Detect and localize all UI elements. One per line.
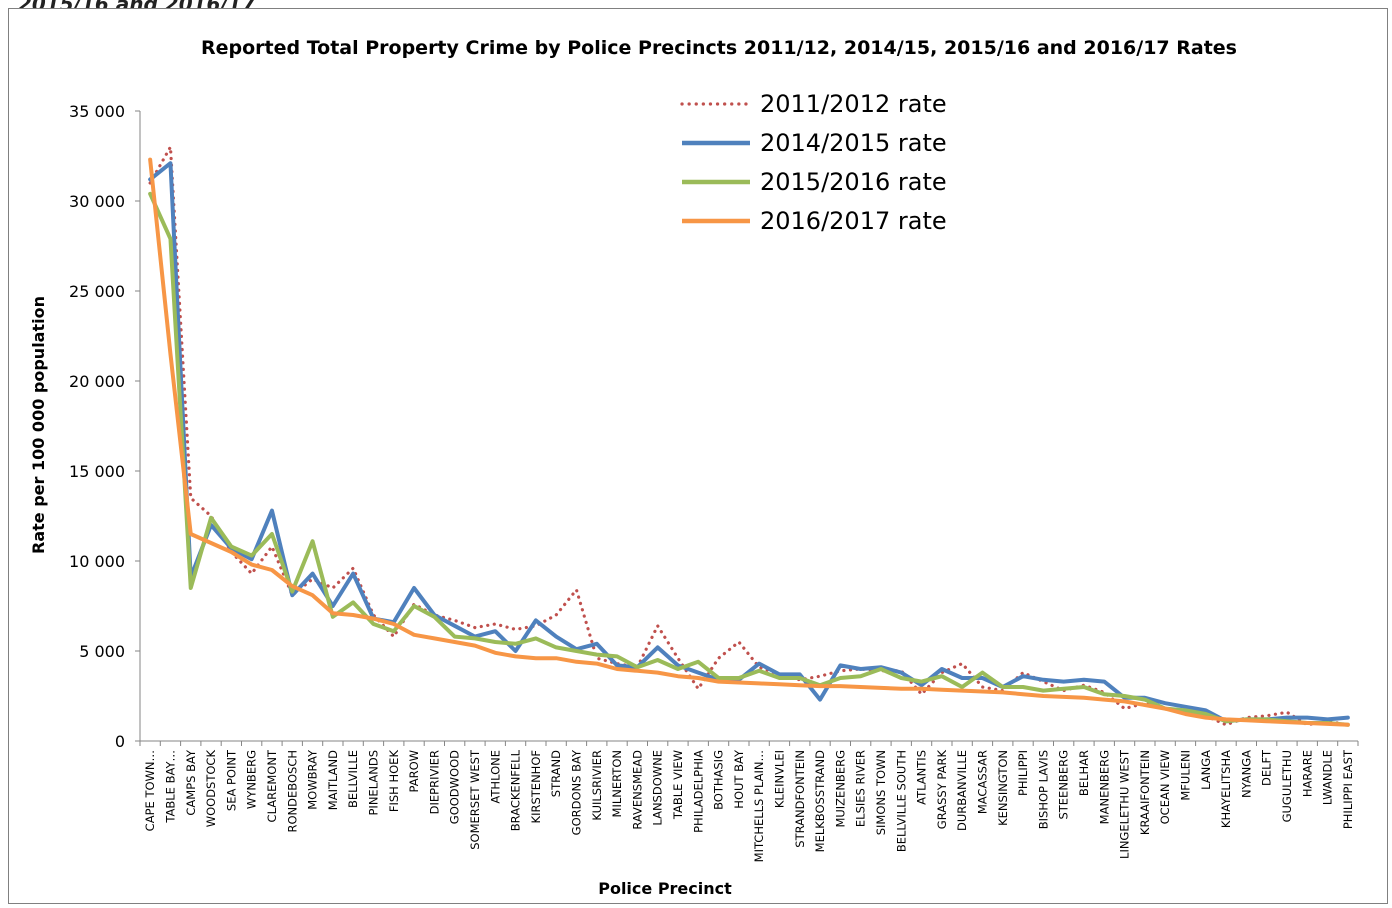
x-tick-label: BELHAR xyxy=(1077,750,1091,796)
x-tick-label: SIMONS TOWN xyxy=(874,750,888,835)
x-tick-label: WOODSTOCK xyxy=(204,750,218,828)
x-tick-label: KHAYELITSHA xyxy=(1219,750,1233,828)
chart-title: Reported Total Property Crime by Police … xyxy=(201,37,1237,59)
x-tick-label: PHILADELPHIA xyxy=(691,750,705,833)
x-tick-label: BELLVILLE xyxy=(346,750,360,808)
x-tick-label: DELFT xyxy=(1260,749,1274,786)
x-tick-label: PINELANDS xyxy=(366,750,380,816)
x-tick-label: HARARE xyxy=(1300,750,1314,797)
x-tick-label: MACASSAR xyxy=(975,750,989,814)
x-tick-label: OCEAN VIEW xyxy=(1158,750,1172,824)
x-tick-label: STEENBERG xyxy=(1057,750,1071,820)
chart-frame xyxy=(8,8,1388,904)
x-tick-label: ATHLONE xyxy=(488,750,502,804)
x-tick-label: TABLE VIEW xyxy=(671,750,685,820)
x-tick-label: ATLANTIS xyxy=(915,750,929,805)
y-axis-label: Rate per 100 000 population xyxy=(29,296,48,554)
y-tick-label: 20 000 xyxy=(69,372,125,391)
legend-label: 2016/2017 rate xyxy=(760,207,947,235)
x-tick-label: KIRSTENHOF xyxy=(529,750,543,823)
x-tick-label: CAPE TOWN… xyxy=(143,750,157,831)
x-tick-label: STRAND xyxy=(549,750,563,797)
legend-label: 2014/2015 rate xyxy=(760,129,947,157)
x-tick-label: RAVENSMEAD xyxy=(630,750,644,830)
x-tick-label: MANENBERG xyxy=(1097,750,1111,824)
x-tick-label: GRASSY PARK xyxy=(935,750,949,830)
x-tick-label: CAMPS BAY xyxy=(184,749,198,816)
x-tick-label: LANGA xyxy=(1199,750,1213,790)
x-tick-label: GORDONS BAY xyxy=(569,749,583,835)
x-tick-label: GOODWOOD xyxy=(448,750,462,824)
x-tick-label: KLEINVLEI xyxy=(772,750,786,808)
legend: 2011/2012 rate 2014/2015 rate 2015/2016 ra… xyxy=(680,90,947,235)
legend-label: 2015/2016 rate xyxy=(760,168,947,196)
legend-label: 2011/2012 rate xyxy=(760,90,947,118)
x-tick-label: SOMERSET WEST xyxy=(468,749,482,850)
x-tick-label: MUIZENBERG xyxy=(833,750,847,828)
y-tick-label: 25 000 xyxy=(69,282,125,301)
y-tick-label: 35 000 xyxy=(69,102,125,121)
x-tick-label: MAITLAND xyxy=(326,750,340,810)
x-tick-label: DIEPRIVIER xyxy=(427,750,441,814)
y-tick-label: 30 000 xyxy=(69,192,125,211)
x-tick-label: TABLE BAY… xyxy=(163,750,177,824)
x-tick-label: LINGELETHU WEST xyxy=(1118,749,1132,859)
y-tick-label: 0 xyxy=(115,732,125,751)
y-tick-label: 15 000 xyxy=(69,462,125,481)
x-tick-label: STRANDFONTEIN xyxy=(793,750,807,848)
x-tick-label: PAROW xyxy=(407,750,421,792)
x-tick-label: CLAREMONT xyxy=(265,749,279,822)
x-tick-label: MOWBRAY xyxy=(306,749,320,810)
y-axis-ticks: 0 5 000 10 000 15 000 20 000 25 000 30 000 35 0… xyxy=(69,102,140,751)
x-tick-label: SEA POINT xyxy=(224,749,238,811)
x-tick-label: LANSDOWNE xyxy=(651,750,665,826)
series-line-2014-2015-rate xyxy=(148,161,1350,724)
x-tick-label: WYNBERG xyxy=(245,750,259,809)
x-tick-label: BRACKENFELL xyxy=(509,749,523,831)
x-tick-label: DURBANVILLE xyxy=(955,750,969,831)
x-tick-label: PHILIPPI xyxy=(1016,750,1030,796)
x-tick-label: HOUT BAY xyxy=(732,749,746,809)
x-tick-label: BISHOP LAVIS xyxy=(1036,750,1050,829)
series-lines xyxy=(148,145,1350,727)
x-tick-label: MILNERTON xyxy=(610,750,624,817)
series-line-2016-2017-rate xyxy=(148,157,1350,727)
y-tick-label: 5 000 xyxy=(79,642,125,661)
x-tick-label: ELSIES RIVER xyxy=(854,750,868,827)
x-tick-label: MFULENI xyxy=(1178,750,1192,801)
x-tick-label: RONDEBOSCH xyxy=(285,750,299,832)
series-line-2011-2012-rate xyxy=(148,145,1350,727)
x-tick-label: NYANGA xyxy=(1239,750,1253,798)
y-tick-label: 10 000 xyxy=(69,552,125,571)
x-tick-label: KUILSRIVIER xyxy=(590,750,604,821)
x-tick-label: BELLVILLE SOUTH xyxy=(894,750,908,852)
x-tick-label: KENSINGTON xyxy=(996,750,1010,826)
x-tick-label: PHILIPPI EAST xyxy=(1341,749,1355,829)
x-tick-label: LWANDLE xyxy=(1321,750,1335,805)
series-line-2015-2016-rate xyxy=(148,191,1350,727)
x-tick-label: KRAAIFONTEIN xyxy=(1138,750,1152,835)
x-axis-label: Police Precinct xyxy=(598,879,732,898)
x-tick-label: GUGULETHU xyxy=(1280,750,1294,822)
x-axis-ticks: CAPE TOWN… TABLE BAY… CAMPS BAY WOODSTOCK SE… xyxy=(139,741,1359,862)
x-tick-label: BOTHASIG xyxy=(712,750,726,810)
x-tick-label: MELKBOSSTRAND xyxy=(813,750,827,852)
x-tick-label: FISH HOEK xyxy=(387,750,401,813)
x-tick-label: MITCHELLS PLAIN… xyxy=(752,750,766,862)
